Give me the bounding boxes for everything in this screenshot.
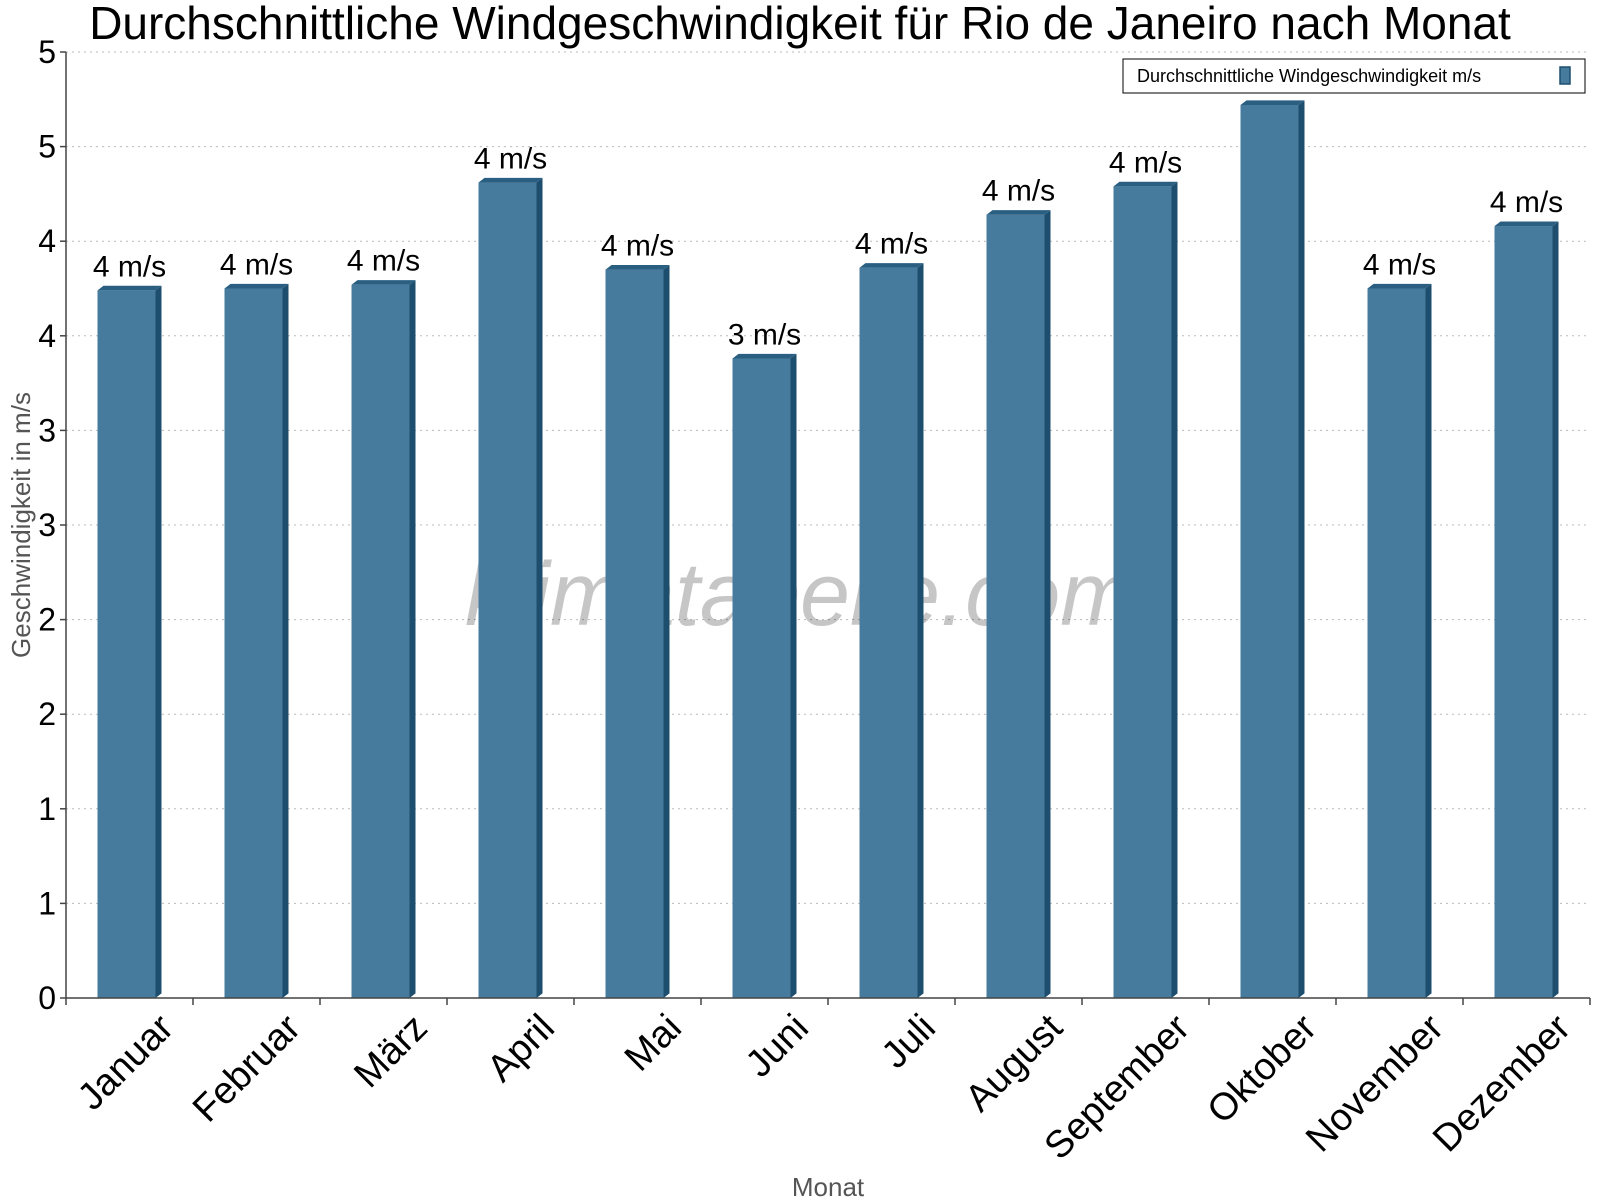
y-tick-label: 3 — [38, 412, 56, 448]
x-tick-label: Mai — [617, 1007, 690, 1080]
y-tick-label: 2 — [38, 696, 56, 732]
bar-front — [986, 214, 1045, 998]
bar — [1494, 221, 1559, 999]
bar-top — [605, 264, 670, 270]
y-tick-label: 4 — [38, 223, 56, 259]
x-ticks: Januar Februar März April Mai Juni Juli AugustS… — [65, 998, 1591, 1168]
bar-front — [97, 290, 156, 999]
data-label: 4 m/s — [93, 250, 166, 283]
x-tick-label: Februar — [185, 1006, 309, 1130]
legend-box — [1122, 58, 1586, 94]
bar-side — [790, 353, 797, 998]
legend-label: Durchschnittliche Windgeschwindigkeit m/… — [1137, 66, 1481, 86]
bar — [478, 177, 543, 999]
x-tick-label: November — [1298, 1006, 1452, 1160]
data-label: 4 m/s — [601, 230, 674, 263]
bar-top — [224, 283, 289, 289]
data-labels: 4 m/s 4 m/s 4 m/s 4 m/s 4 m/s 3 m/s 4 m/s 4 m/s… — [93, 65, 1563, 352]
bar-side — [663, 264, 670, 999]
legend: Durchschnittliche Windgeschwindigkeit m/… — [1122, 58, 1586, 94]
x-axis-title: Monat — [792, 1172, 865, 1200]
bar-top — [351, 280, 416, 285]
x-tick-label: Juni — [738, 1007, 817, 1086]
bar-top — [1367, 283, 1432, 289]
bar-top — [986, 210, 1051, 215]
bar-side — [409, 280, 416, 999]
x-tick-label: April — [479, 1007, 562, 1090]
y-tick-label: 5 — [38, 129, 56, 165]
bar-top — [1494, 221, 1559, 227]
chart-title: Durchschnittliche Windgeschwindigkeit fü… — [89, 0, 1511, 49]
bar-side — [1552, 221, 1559, 998]
bar — [1113, 181, 1178, 998]
bar-front — [1494, 226, 1553, 999]
data-label: 4 m/s — [347, 245, 420, 278]
bar — [986, 210, 1051, 998]
bar — [605, 264, 670, 999]
legend-swatch — [1559, 66, 1571, 85]
y-tick-label: 3 — [38, 507, 56, 543]
data-label: 4 m/s — [1490, 186, 1563, 219]
y-tick-label: 0 — [38, 980, 56, 1016]
bar — [732, 353, 797, 998]
x-tick-label: Oktober — [1200, 1006, 1326, 1132]
bar-front — [224, 288, 283, 998]
bar — [224, 283, 289, 998]
bar-side — [282, 283, 289, 998]
bar-front — [1240, 104, 1299, 998]
bars — [97, 100, 1559, 999]
x-tick-label: Januar — [70, 1006, 182, 1118]
data-label: 4 m/s — [1363, 249, 1436, 282]
y-tick-label: 2 — [38, 602, 56, 638]
bar — [1240, 100, 1305, 999]
bar-top — [732, 353, 797, 359]
bar — [859, 263, 924, 998]
grid-lines — [66, 51, 1590, 904]
x-tick-label: Dezember — [1425, 1006, 1579, 1160]
data-label: 4 m/s — [220, 249, 293, 282]
x-tick-label: Juli — [874, 1007, 944, 1077]
bar-top — [859, 263, 924, 268]
data-label: 4 m/s — [982, 175, 1055, 208]
y-ticks: 0 1 1 2 2 3 3 4 4 5 5 — [38, 34, 66, 1016]
bar-side — [536, 177, 543, 998]
bar — [351, 280, 416, 999]
bar-side — [1044, 210, 1051, 998]
y-axis-title: Geschwindigkeit in m/s — [6, 392, 36, 658]
bar-front — [1367, 288, 1426, 998]
y-tick-label: 5 — [38, 34, 56, 70]
bar-top — [97, 285, 162, 291]
data-label: 4 m/s — [1109, 146, 1182, 179]
x-tick-label: März — [346, 1007, 435, 1096]
bar-side — [1171, 181, 1178, 998]
bar-top — [1240, 100, 1305, 105]
data-label: 3 m/s — [728, 319, 801, 352]
data-label: 4 m/s — [474, 143, 547, 176]
y-tick-label: 1 — [38, 885, 56, 921]
x-tick-label: August — [958, 1006, 1072, 1120]
bar-front — [1113, 186, 1172, 998]
bar-side — [1298, 100, 1305, 999]
bar-side — [155, 285, 162, 998]
bar-side — [1425, 283, 1432, 998]
bar-top — [478, 177, 543, 183]
bar-front — [605, 269, 664, 999]
bar — [97, 285, 162, 999]
bar — [1367, 283, 1432, 998]
bar-front — [859, 267, 918, 998]
y-tick-label: 1 — [38, 791, 56, 827]
bar-front — [732, 358, 791, 998]
bar-top — [1113, 181, 1178, 187]
bar-side — [917, 263, 924, 998]
data-label: 4 m/s — [855, 228, 928, 261]
bar-front — [478, 182, 537, 999]
y-tick-label: 4 — [38, 318, 56, 354]
bar-front — [351, 284, 410, 998]
